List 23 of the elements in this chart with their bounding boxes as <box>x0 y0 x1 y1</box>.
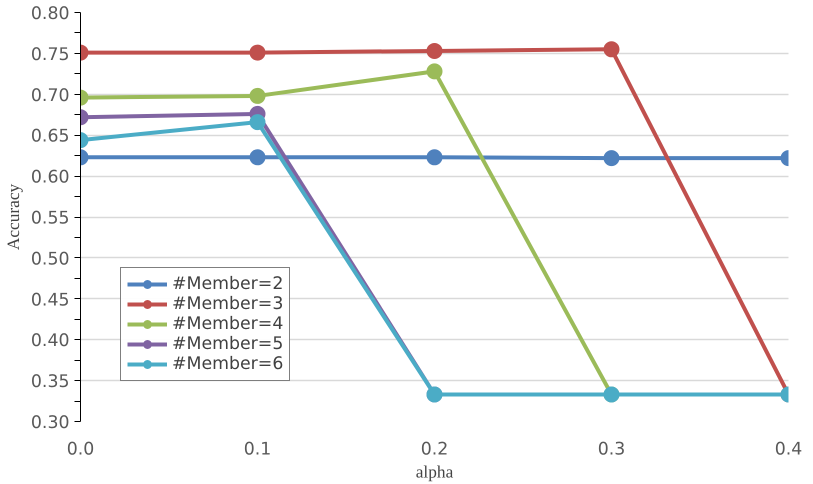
y-tick-label: 0.80 <box>30 4 70 24</box>
y-tick-label: 0.70 <box>30 86 70 106</box>
x-tick-label: 0.1 <box>244 440 272 460</box>
y-tick-label: 0.65 <box>30 126 70 147</box>
y-axis-title: Accuracy <box>4 183 23 250</box>
y-tick-label: 0.35 <box>30 372 70 392</box>
y-tick-label: 0.55 <box>30 208 70 228</box>
y-tick-label: 0.45 <box>30 290 70 310</box>
y-tick-label: 0.30 <box>30 413 70 433</box>
x-tick-label: 0.2 <box>420 440 448 460</box>
x-tick-label: 0.3 <box>598 440 626 460</box>
legend-label: #Member=3 <box>172 294 284 314</box>
x-axis-title: alpha <box>416 462 454 482</box>
x-tick-label: 0.0 <box>66 440 94 460</box>
y-tick-label: 0.60 <box>30 168 70 188</box>
y-tick-label: 0.50 <box>30 249 70 270</box>
y-tick-label: 0.75 <box>30 44 70 65</box>
y-tick-label: 0.40 <box>30 331 70 352</box>
legend-label: #Member=2 <box>172 274 284 294</box>
legend-label: #Member=5 <box>172 334 284 354</box>
legend-label: #Member=4 <box>172 314 284 334</box>
x-tick-label: 0.4 <box>774 440 802 460</box>
legend-label: #Member=6 <box>172 354 284 374</box>
